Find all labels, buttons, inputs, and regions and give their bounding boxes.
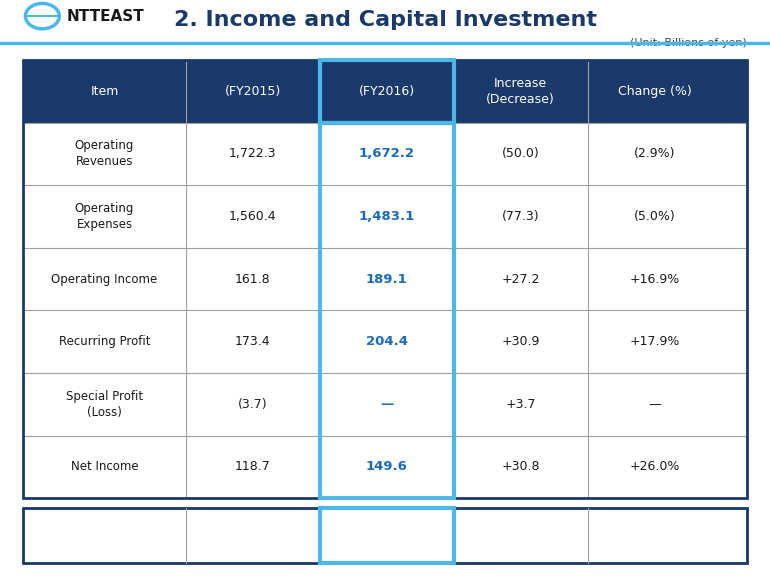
Text: 1,560.4: 1,560.4 — [229, 210, 276, 223]
Text: (5.0%): (5.0%) — [634, 210, 675, 223]
Text: 273.8: 273.8 — [366, 529, 408, 542]
Text: —: — — [648, 398, 661, 411]
Text: 189.1: 189.1 — [366, 272, 407, 286]
Text: (FY2016): (FY2016) — [359, 85, 415, 98]
Text: 2. Income and Capital Investment: 2. Income and Capital Investment — [173, 10, 597, 30]
Text: +17.9%: +17.9% — [629, 335, 680, 348]
Bar — [23, 435, 747, 498]
Text: 118.7: 118.7 — [235, 460, 271, 473]
Text: Capital Investment: Capital Investment — [49, 529, 161, 542]
Bar — [23, 185, 747, 248]
Text: 149.6: 149.6 — [366, 460, 408, 473]
Text: Item: Item — [90, 85, 119, 98]
Bar — [23, 248, 747, 310]
Text: 1,722.3: 1,722.3 — [229, 147, 276, 161]
Text: 1,672.2: 1,672.2 — [359, 147, 415, 161]
Text: (6.9%): (6.9%) — [634, 529, 675, 542]
Text: +26.0%: +26.0% — [629, 460, 680, 473]
Text: 204.4: 204.4 — [366, 335, 408, 348]
Text: +30.8: +30.8 — [501, 460, 540, 473]
Text: Operating
Revenues: Operating Revenues — [75, 139, 134, 169]
Text: 161.8: 161.8 — [235, 272, 271, 286]
Bar — [23, 123, 747, 185]
Bar — [23, 508, 747, 563]
Text: +30.9: +30.9 — [501, 335, 540, 348]
Bar — [23, 310, 747, 373]
Text: 173.4: 173.4 — [235, 335, 271, 348]
Text: 294.0: 294.0 — [235, 529, 271, 542]
Text: Operating
Expenses: Operating Expenses — [75, 202, 134, 231]
Bar — [320, 60, 454, 123]
Text: (Unit: Billions of yen): (Unit: Billions of yen) — [630, 38, 747, 48]
Text: —: — — [380, 398, 393, 411]
Text: Recurring Profit: Recurring Profit — [59, 335, 150, 348]
Text: Net Income: Net Income — [71, 460, 139, 473]
Bar — [23, 373, 747, 435]
Bar — [23, 60, 747, 498]
Text: (50.0): (50.0) — [502, 147, 540, 161]
Bar — [320, 123, 454, 498]
Text: +3.7: +3.7 — [505, 398, 536, 411]
Bar — [320, 508, 454, 563]
Text: Increase
(Decrease): Increase (Decrease) — [487, 77, 555, 106]
Text: +27.2: +27.2 — [501, 272, 540, 286]
Text: 1,483.1: 1,483.1 — [359, 210, 415, 223]
Text: (77.3): (77.3) — [502, 210, 540, 223]
Bar — [23, 60, 747, 123]
Text: (FY2015): (FY2015) — [225, 85, 281, 98]
Text: (3.7): (3.7) — [238, 398, 268, 411]
Text: Special Profit
(Loss): Special Profit (Loss) — [66, 390, 143, 419]
Text: Change (%): Change (%) — [618, 85, 691, 98]
Text: NTTEAST: NTTEAST — [67, 9, 145, 24]
Text: (2.9%): (2.9%) — [634, 147, 675, 161]
Text: Operating Income: Operating Income — [52, 272, 158, 286]
Text: (20.1): (20.1) — [502, 529, 540, 542]
Text: +16.9%: +16.9% — [630, 272, 680, 286]
